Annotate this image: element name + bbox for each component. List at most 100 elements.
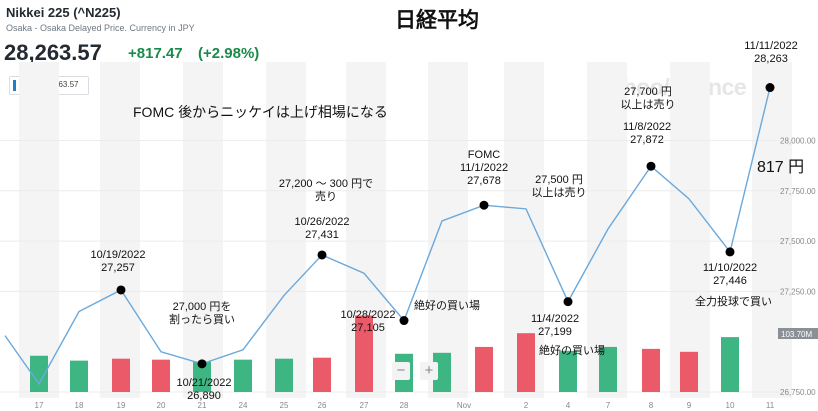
y-tick-label: 28,000.00 (780, 136, 816, 145)
x-tick-label: 8 (649, 401, 654, 410)
annotation-fomc: FOMC (468, 149, 500, 161)
data-point (725, 247, 735, 257)
volume-bar (475, 346, 493, 392)
data-point (479, 200, 489, 210)
chart-title: 日経平均 (395, 9, 479, 32)
volume-bar (30, 355, 48, 392)
annotation-oct26: 27,431 (305, 229, 339, 241)
annotation-nov4: 27,199 (538, 326, 572, 338)
data-point (399, 316, 409, 326)
annotation-buy-27000: 27,000 円を (173, 300, 232, 313)
volume-bar (112, 358, 130, 392)
zoom-in-button[interactable]: + (420, 362, 438, 380)
annotation-oct19: 10/19/2022 (90, 249, 145, 261)
volume-bar (234, 359, 252, 392)
x-tick-label: 4 (566, 401, 571, 410)
annotation-nov4: 11/4/2022 (531, 313, 579, 325)
annotation-best-buy-1: 絶好の買い場 (414, 298, 480, 312)
annotation-all-in-buy: 全力投球で買い (695, 294, 772, 308)
x-tick-label: 18 (75, 401, 84, 410)
data-point (646, 161, 656, 171)
price-change: +817.47 (128, 45, 183, 62)
x-tick-label: 10 (726, 401, 735, 410)
volume-bar (152, 359, 170, 392)
annotation-fomc: 11/1/2022 (460, 162, 508, 174)
x-tick-label: 19 (117, 401, 126, 410)
annotation-sell-27200: 売り (315, 190, 337, 203)
annotation-nov11: 11/11/2022 (744, 40, 797, 52)
background-stripe (100, 62, 140, 398)
background-stripe (428, 62, 468, 398)
x-tick-label: 7 (606, 401, 611, 410)
background-stripe (183, 62, 223, 398)
x-tick-label: 27 (360, 401, 369, 410)
annotation-nov8: 11/8/2022 (623, 121, 671, 133)
data-point (197, 359, 207, 369)
volume-bar (70, 360, 88, 392)
annotation-sell-27200: 27,200 ～ 300 円で (279, 178, 373, 190)
annotation-nov10: 11/10/2022 (703, 262, 757, 274)
annotation-fomc: 27,678 (467, 175, 501, 187)
price-tag-box (778, 328, 818, 339)
price-tag-label: 103.70M (781, 330, 812, 339)
x-tick-label: 17 (35, 401, 44, 410)
annotation-gain: 817 円 (757, 159, 804, 176)
volume-bar (642, 348, 660, 392)
data-point (765, 83, 775, 93)
annotation-oct21: 26,890 (187, 390, 221, 402)
background-stripe (752, 62, 792, 398)
annotation-sell-27700: 27,700 円 (624, 86, 672, 98)
annotation-oct28: 10/28/2022 (340, 309, 395, 321)
annotation-nov10: 27,446 (713, 275, 747, 287)
legend-color-swatch (13, 80, 16, 91)
annotation-nov11: 28,263 (754, 53, 788, 65)
volume-bar (599, 346, 617, 392)
data-point (317, 250, 327, 260)
volume-bar (313, 357, 331, 392)
annotation-nov8: 27,872 (630, 134, 664, 146)
x-tick-label: 25 (280, 401, 289, 410)
ticker-subtitle: Osaka - Osaka Delayed Price. Currency in… (6, 23, 195, 33)
x-tick-label: 26 (318, 401, 327, 410)
volume-bar (559, 350, 577, 392)
zoom-out-button[interactable]: − (392, 362, 410, 380)
annotation-buy-27000: 割ったら買い (169, 312, 235, 326)
volume-bar (193, 361, 211, 392)
annotation-oct28: 27,105 (351, 322, 385, 334)
annotation-sell-27700: 以上は売り (621, 98, 676, 111)
volume-bar (680, 351, 698, 392)
annotation-oct21: 10/21/2022 (176, 377, 231, 389)
annotation-header-note: FOMC 後からニッケイは上げ相場になる (133, 104, 388, 120)
data-point (563, 297, 573, 307)
price-change-percent: (+2.98%) (198, 45, 260, 62)
x-tick-label: 21 (198, 401, 207, 410)
annotation-sell-27500: 以上は売り (532, 186, 587, 199)
y-tick-label: 27,250.00 (780, 287, 816, 296)
annotation-oct19: 27,257 (101, 262, 135, 274)
x-tick-label: 28 (400, 401, 409, 410)
x-tick-label: Nov (457, 401, 471, 410)
last-price: 28,263.57 (4, 40, 102, 65)
annotation-best-buy-2: 絶好の買い場 (539, 343, 605, 357)
volume-bar (355, 315, 373, 392)
x-tick-label: 2 (524, 401, 529, 410)
ticker-name: Nikkei 225 (^N225) (6, 5, 121, 20)
background-stripe (266, 62, 306, 398)
y-tick-label: 26,750.00 (780, 388, 816, 397)
volume-bar (517, 333, 535, 392)
x-tick-label: 9 (687, 401, 692, 410)
x-tick-label: 24 (239, 401, 248, 410)
x-tick-label: 20 (157, 401, 166, 410)
background-stripe (19, 62, 59, 398)
annotation-oct26: 10/26/2022 (294, 216, 349, 228)
y-tick-label: 27,750.00 (780, 187, 816, 196)
y-tick-label: 27,500.00 (780, 237, 816, 246)
volume-bar (275, 358, 293, 392)
annotation-sell-27500: 27,500 円 (535, 174, 583, 186)
data-point (116, 285, 126, 295)
volume-bar (721, 337, 739, 392)
price-line (4, 87, 771, 386)
background-stripe (670, 62, 710, 398)
x-tick-label: 11 (766, 401, 775, 410)
